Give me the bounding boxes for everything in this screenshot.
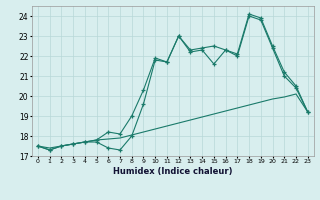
X-axis label: Humidex (Indice chaleur): Humidex (Indice chaleur) xyxy=(113,167,233,176)
